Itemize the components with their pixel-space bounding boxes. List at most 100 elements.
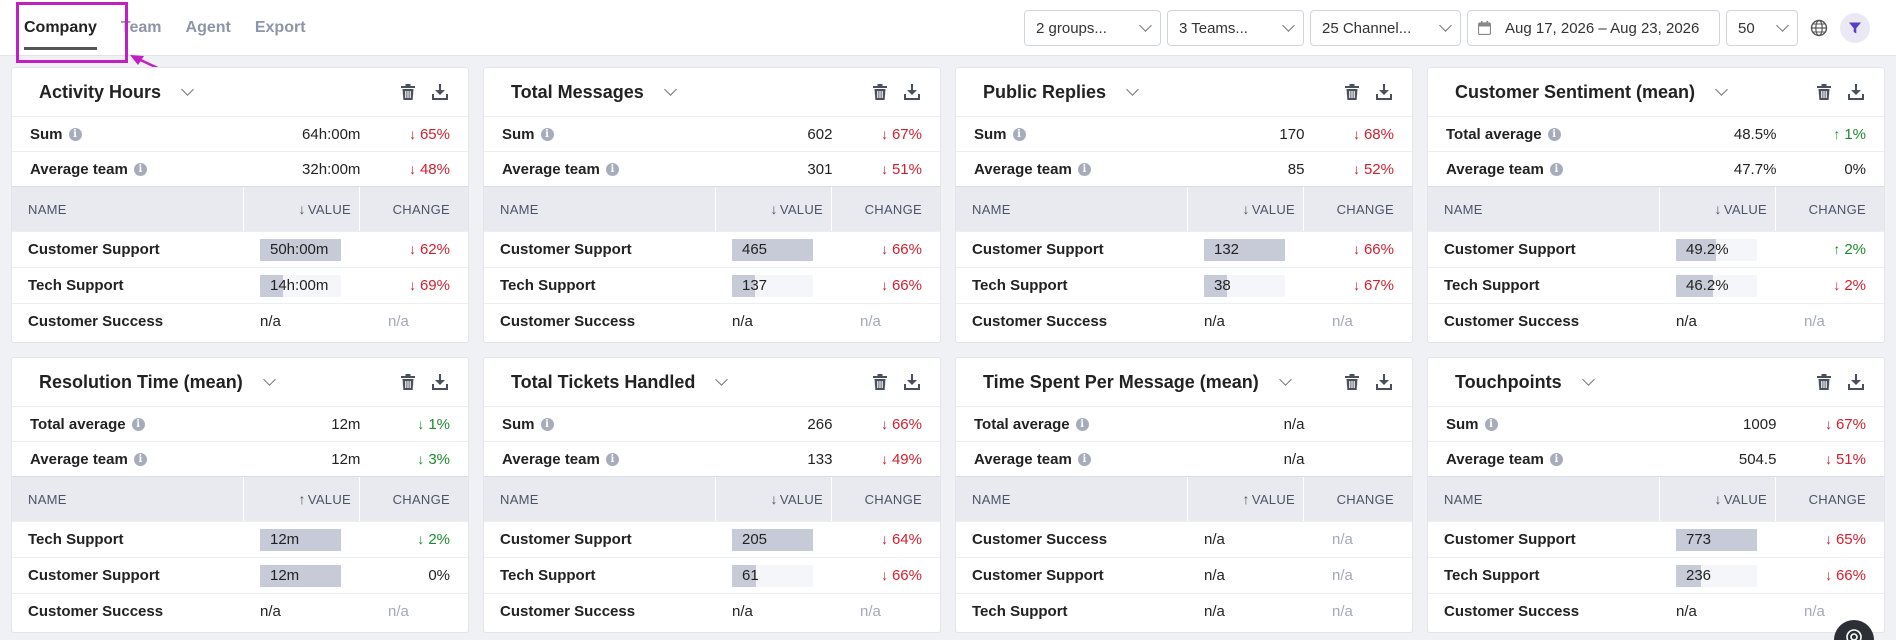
table-row[interactable]: Customer Success n/a n/a [12,303,468,339]
trash-icon[interactable] [1343,373,1361,391]
trash-icon[interactable] [1815,373,1833,391]
column-header-name[interactable]: NAME [1428,187,1660,231]
info-icon[interactable]: i [131,417,145,431]
teams-select[interactable]: 3 Teams... [1167,10,1304,46]
tab-agent[interactable]: Agent [185,19,231,36]
info-icon[interactable]: i [605,452,619,466]
column-header-change[interactable]: CHANGE [1336,201,1394,217]
info-icon[interactable]: i [1484,417,1498,431]
chevron-down-icon[interactable] [1581,373,1595,386]
info-icon[interactable]: i [605,162,619,176]
table-row[interactable]: Customer Support 50h:00m ↓ 62% [12,231,468,267]
trash-icon[interactable] [399,83,417,101]
trash-icon[interactable] [871,373,889,391]
table-row[interactable]: Customer Success n/a n/a [1428,303,1884,339]
column-header-name[interactable]: NAME [1428,477,1660,521]
table-row[interactable]: Customer Support 465 ↓ 66% [484,231,940,267]
table-row[interactable]: Customer Support n/a n/a [956,557,1412,593]
column-header-value[interactable]: ↓ VALUE [244,187,360,231]
info-icon[interactable]: i [1077,162,1091,176]
page-size-select[interactable]: 50 [1726,10,1798,46]
column-header-value[interactable]: ↓ VALUE [716,187,832,231]
chevron-down-icon[interactable] [262,373,276,386]
info-icon[interactable]: i [1547,127,1561,141]
table-row[interactable]: Customer Success n/a n/a [956,303,1412,339]
column-header-name[interactable]: NAME [484,187,716,231]
info-icon[interactable]: i [1549,162,1563,176]
table-row[interactable]: Customer Success n/a n/a [956,521,1412,557]
download-icon[interactable] [431,373,449,391]
column-header-value[interactable]: ↓ VALUE [1188,187,1304,231]
download-icon[interactable] [431,83,449,101]
table-row[interactable]: Customer Support 12m 0% [12,557,468,593]
download-icon[interactable] [903,83,921,101]
table-row[interactable]: Tech Support 236 ↓ 66% [1428,557,1884,593]
chevron-down-icon[interactable] [181,83,194,96]
info-icon[interactable]: i [133,162,147,176]
column-header-value[interactable]: ↓ VALUE [1660,187,1776,231]
chevron-down-icon[interactable] [663,83,677,96]
chevron-down-icon[interactable] [1715,83,1728,96]
column-header-name[interactable]: NAME [12,187,244,231]
column-header-value[interactable]: ↓ VALUE [716,477,832,521]
table-row[interactable]: Customer Support 49.2% ↑ 2% [1428,231,1884,267]
column-header-change[interactable]: CHANGE [1336,491,1394,507]
info-icon[interactable]: i [1075,417,1089,431]
table-row[interactable]: Tech Support n/a n/a [956,593,1412,629]
column-header-value[interactable]: ↑ VALUE [1188,477,1304,521]
column-header-value[interactable]: ↓ VALUE [1660,477,1776,521]
column-header-change[interactable]: CHANGE [392,201,450,217]
download-icon[interactable] [1375,373,1393,391]
download-icon[interactable] [1847,83,1865,101]
info-icon[interactable]: i [540,417,554,431]
table-row[interactable]: Tech Support 38 ↓ 67% [956,267,1412,303]
table-row[interactable]: Tech Support 12m ↓ 2% [12,521,468,557]
tab-team[interactable]: Team [120,19,162,36]
info-icon[interactable]: i [1549,452,1563,466]
tab-export[interactable]: Export [254,19,306,36]
column-header-name[interactable]: NAME [956,187,1188,231]
column-header-name[interactable]: NAME [484,477,716,521]
info-icon[interactable]: i [540,127,554,141]
trash-icon[interactable] [1343,83,1361,101]
date-range-picker[interactable]: Aug 17, 2026 – Aug 23, 2026 [1467,10,1720,46]
table-row[interactable]: Customer Success n/a n/a [484,303,940,339]
table-row[interactable]: Customer Support 773 ↓ 65% [1428,521,1884,557]
info-icon[interactable]: i [133,452,147,466]
column-header-change[interactable]: CHANGE [1808,491,1866,507]
tab-company[interactable]: Company [0,0,121,56]
column-header-change[interactable]: CHANGE [864,201,922,217]
info-icon[interactable]: i [1077,452,1091,466]
table-row[interactable]: Customer Success n/a n/a [12,593,468,629]
chevron-down-icon[interactable] [715,373,729,386]
column-header-change[interactable]: CHANGE [392,491,450,507]
chevron-down-icon[interactable] [1126,83,1139,96]
download-icon[interactable] [903,373,921,391]
column-header-name[interactable]: NAME [956,477,1188,521]
table-row[interactable]: Customer Success n/a n/a [484,593,940,629]
trash-icon[interactable] [1815,83,1833,101]
table-row[interactable]: Tech Support 137 ↓ 66% [484,267,940,303]
column-header-change[interactable]: CHANGE [1808,201,1866,217]
download-icon[interactable] [1375,83,1393,101]
download-icon[interactable] [1847,373,1865,391]
filter-button[interactable] [1840,13,1870,43]
trash-icon[interactable] [399,373,417,391]
globe-button[interactable] [1804,13,1834,43]
table-row[interactable]: Customer Success n/a n/a [1428,593,1884,629]
info-icon[interactable]: i [1012,127,1026,141]
groups-select[interactable]: 2 groups... [1024,10,1161,46]
column-header-name[interactable]: NAME [12,477,244,521]
table-row[interactable]: Tech Support 14h:00m ↓ 69% [12,267,468,303]
table-row[interactable]: Tech Support 46.2% ↓ 2% [1428,267,1884,303]
info-icon[interactable]: i [68,127,82,141]
trash-icon[interactable] [871,83,889,101]
support-chat-button[interactable] [1834,620,1874,640]
channels-select[interactable]: 25 Channel... [1310,10,1461,46]
table-row[interactable]: Tech Support 61 ↓ 66% [484,557,940,593]
column-header-value[interactable]: ↑ VALUE [244,477,360,521]
chevron-down-icon[interactable] [1278,373,1292,386]
column-header-change[interactable]: CHANGE [864,491,922,507]
table-row[interactable]: Customer Support 132 ↓ 66% [956,231,1412,267]
table-row[interactable]: Customer Support 205 ↓ 64% [484,521,940,557]
